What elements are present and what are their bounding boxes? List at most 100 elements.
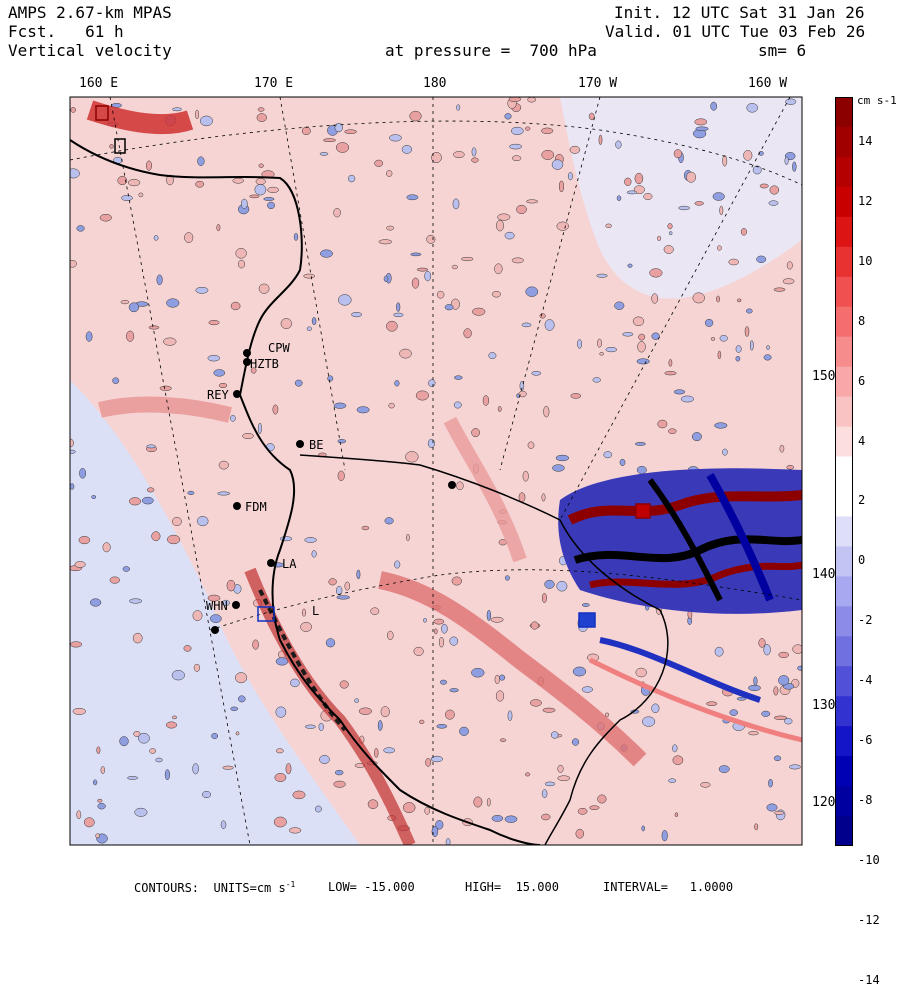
speckle <box>250 367 257 374</box>
speckle <box>293 233 299 241</box>
speckle <box>714 422 728 429</box>
speckle <box>449 636 459 646</box>
speckle <box>230 414 236 422</box>
colorbar-tick-label: -8 <box>858 793 873 808</box>
speckle <box>374 748 379 758</box>
speckle <box>673 149 683 159</box>
speckle <box>275 748 284 754</box>
speckle <box>526 199 539 204</box>
speckle <box>570 393 582 399</box>
speckle <box>311 317 317 326</box>
speckle <box>415 390 429 401</box>
speckle <box>327 375 334 382</box>
speckle <box>153 235 159 241</box>
speckle <box>516 204 527 214</box>
colorbar-swatch <box>835 756 853 787</box>
speckle <box>383 747 396 754</box>
map-panel <box>69 96 803 846</box>
colorbar-swatch <box>835 666 853 697</box>
speckle <box>704 318 714 327</box>
speckle <box>410 252 422 257</box>
speckle <box>717 245 722 251</box>
speckle <box>83 817 95 828</box>
speckle <box>786 261 793 270</box>
speckle <box>786 465 794 470</box>
speckle <box>556 221 569 231</box>
speckle <box>74 561 86 568</box>
station-label-cpw: CPW <box>268 341 290 355</box>
speckle <box>589 805 600 810</box>
speckle <box>156 274 163 286</box>
speckle <box>171 715 178 720</box>
speckle <box>597 338 602 348</box>
speckle <box>649 268 663 278</box>
speckle <box>774 810 784 815</box>
speckle <box>218 460 229 470</box>
speckle <box>735 345 742 353</box>
speckle <box>109 144 114 149</box>
speckle <box>763 644 771 656</box>
colorbar-swatch <box>835 126 853 158</box>
colorbar-swatch <box>835 276 853 308</box>
station-label-fdm: FDM <box>245 500 267 514</box>
speckle-pattern <box>70 97 802 845</box>
speckle <box>728 258 739 266</box>
speckle <box>91 495 97 499</box>
footer-contours: CONTOURS: UNITS=cm s-1 <box>134 880 295 895</box>
speckle <box>117 175 128 186</box>
speckle <box>616 195 622 201</box>
speckle <box>736 697 747 701</box>
speckle <box>746 103 758 113</box>
colorbar-tick-label: 10 <box>858 253 873 268</box>
speckle <box>797 665 802 671</box>
speckle <box>149 748 157 754</box>
speckle <box>424 270 432 282</box>
speckle <box>444 304 454 311</box>
graticule <box>70 97 802 845</box>
speckle <box>778 651 789 658</box>
speckle <box>89 598 102 607</box>
speckle <box>504 575 510 581</box>
valid-time: Valid. 01 UTC Tue 03 Feb 26 <box>605 22 866 41</box>
station-label-l: L <box>312 604 320 618</box>
speckle <box>773 715 788 720</box>
speckle <box>272 404 279 415</box>
speckle <box>471 147 477 157</box>
speckle <box>497 213 511 221</box>
speckle <box>151 531 161 542</box>
speckle <box>495 690 505 702</box>
speckle <box>541 813 551 821</box>
speckle <box>782 278 795 285</box>
footer-units-label: CONTOURS: UNITS=cm s <box>134 881 286 895</box>
speckle <box>334 122 343 133</box>
speckle <box>196 516 209 527</box>
speckle <box>172 107 182 112</box>
speckle <box>138 732 150 744</box>
speckle <box>784 718 793 725</box>
coastline <box>70 139 541 845</box>
speckle <box>92 779 98 786</box>
speckle <box>592 377 601 383</box>
speckle <box>374 159 384 167</box>
speckle <box>634 442 646 446</box>
speckle <box>773 287 786 292</box>
station-label-whn: WHN <box>206 599 228 613</box>
speckle <box>706 701 718 706</box>
speckle <box>719 335 728 342</box>
speckle <box>710 337 716 341</box>
speckle <box>389 134 402 142</box>
colorbar-unit: cm s-1 <box>857 94 897 107</box>
speckle <box>509 143 522 150</box>
speckle <box>367 799 379 809</box>
speckle <box>459 726 469 736</box>
speckle <box>452 198 460 210</box>
speckle <box>294 379 303 387</box>
speckle <box>172 516 182 527</box>
speckle <box>405 451 419 463</box>
speckle <box>596 273 608 278</box>
speckle <box>386 320 398 332</box>
speckle <box>232 177 244 184</box>
speckle <box>436 724 448 729</box>
speckle <box>784 156 789 165</box>
speckle <box>199 115 213 127</box>
